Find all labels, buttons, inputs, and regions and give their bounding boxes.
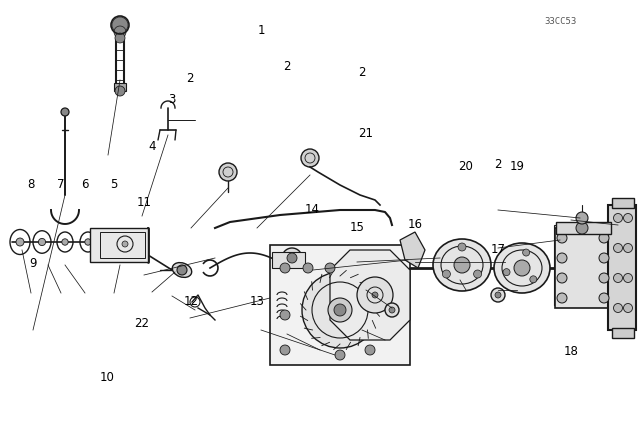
Text: 3: 3 xyxy=(168,93,175,106)
Polygon shape xyxy=(400,232,425,268)
Circle shape xyxy=(335,350,345,360)
Text: 2: 2 xyxy=(358,66,365,79)
Circle shape xyxy=(474,270,481,278)
Circle shape xyxy=(623,303,632,313)
Text: 21: 21 xyxy=(358,127,374,140)
Circle shape xyxy=(576,212,588,224)
Text: 2: 2 xyxy=(494,158,502,172)
Text: 11: 11 xyxy=(136,196,152,209)
Circle shape xyxy=(557,233,567,243)
Text: 8: 8 xyxy=(27,178,35,191)
Circle shape xyxy=(62,239,68,245)
Circle shape xyxy=(84,239,92,245)
Text: 7: 7 xyxy=(57,178,65,191)
Polygon shape xyxy=(554,225,556,305)
Circle shape xyxy=(114,26,126,38)
Circle shape xyxy=(328,298,352,322)
Circle shape xyxy=(614,214,623,223)
Circle shape xyxy=(495,292,501,298)
Circle shape xyxy=(287,253,297,263)
Text: 4: 4 xyxy=(148,140,156,153)
Circle shape xyxy=(557,293,567,303)
Bar xyxy=(114,83,126,91)
Circle shape xyxy=(357,277,393,313)
Circle shape xyxy=(372,292,378,298)
Polygon shape xyxy=(272,252,305,268)
Circle shape xyxy=(557,273,567,283)
Circle shape xyxy=(334,304,346,316)
Circle shape xyxy=(303,263,313,273)
Circle shape xyxy=(523,249,530,256)
Text: 2: 2 xyxy=(283,60,291,73)
Text: 22: 22 xyxy=(134,317,150,330)
Circle shape xyxy=(302,272,378,348)
Circle shape xyxy=(442,270,451,278)
Circle shape xyxy=(614,273,623,283)
Bar xyxy=(612,198,634,208)
Bar xyxy=(608,205,636,330)
Bar xyxy=(270,245,410,365)
Circle shape xyxy=(280,263,290,273)
Text: 12: 12 xyxy=(183,294,198,308)
Text: 18: 18 xyxy=(563,345,579,358)
Circle shape xyxy=(623,244,632,253)
Circle shape xyxy=(301,149,319,167)
Text: 15: 15 xyxy=(349,221,365,234)
Circle shape xyxy=(122,241,128,247)
Circle shape xyxy=(219,163,237,181)
Text: 33CC53: 33CC53 xyxy=(544,17,576,26)
Circle shape xyxy=(503,269,510,276)
Ellipse shape xyxy=(494,243,550,293)
Text: 13: 13 xyxy=(250,294,265,308)
Circle shape xyxy=(325,263,335,273)
Circle shape xyxy=(454,257,470,273)
Circle shape xyxy=(614,303,623,313)
Circle shape xyxy=(557,253,567,263)
Polygon shape xyxy=(330,250,410,340)
Circle shape xyxy=(576,222,588,234)
Circle shape xyxy=(491,288,505,302)
Circle shape xyxy=(623,273,632,283)
Circle shape xyxy=(38,238,45,246)
Circle shape xyxy=(599,233,609,243)
Text: 6: 6 xyxy=(81,178,88,191)
Text: 17: 17 xyxy=(490,243,506,257)
Circle shape xyxy=(458,243,466,251)
Circle shape xyxy=(385,303,399,317)
Text: 10: 10 xyxy=(100,370,115,384)
Circle shape xyxy=(599,293,609,303)
Text: 9: 9 xyxy=(29,257,37,270)
Ellipse shape xyxy=(433,239,491,291)
Text: 20: 20 xyxy=(458,160,474,173)
Circle shape xyxy=(599,273,609,283)
Polygon shape xyxy=(90,228,148,262)
Circle shape xyxy=(115,33,125,43)
Circle shape xyxy=(530,276,537,283)
Circle shape xyxy=(280,310,290,320)
Circle shape xyxy=(282,248,302,268)
Circle shape xyxy=(112,17,128,33)
Bar xyxy=(612,328,634,338)
Text: 2: 2 xyxy=(186,72,194,85)
Bar xyxy=(555,228,610,308)
Text: 14: 14 xyxy=(305,203,320,216)
Circle shape xyxy=(115,86,125,96)
Text: 1: 1 xyxy=(257,24,265,37)
Text: 19: 19 xyxy=(509,160,525,173)
Text: 5: 5 xyxy=(110,178,118,191)
Circle shape xyxy=(623,214,632,223)
Circle shape xyxy=(514,260,530,276)
Circle shape xyxy=(177,265,187,275)
Circle shape xyxy=(614,244,623,253)
Text: 16: 16 xyxy=(407,218,422,232)
Circle shape xyxy=(280,345,290,355)
Ellipse shape xyxy=(172,263,192,277)
Circle shape xyxy=(365,345,375,355)
Circle shape xyxy=(389,307,395,313)
Circle shape xyxy=(16,238,24,246)
Circle shape xyxy=(61,108,69,116)
Bar xyxy=(556,222,611,234)
Circle shape xyxy=(599,253,609,263)
